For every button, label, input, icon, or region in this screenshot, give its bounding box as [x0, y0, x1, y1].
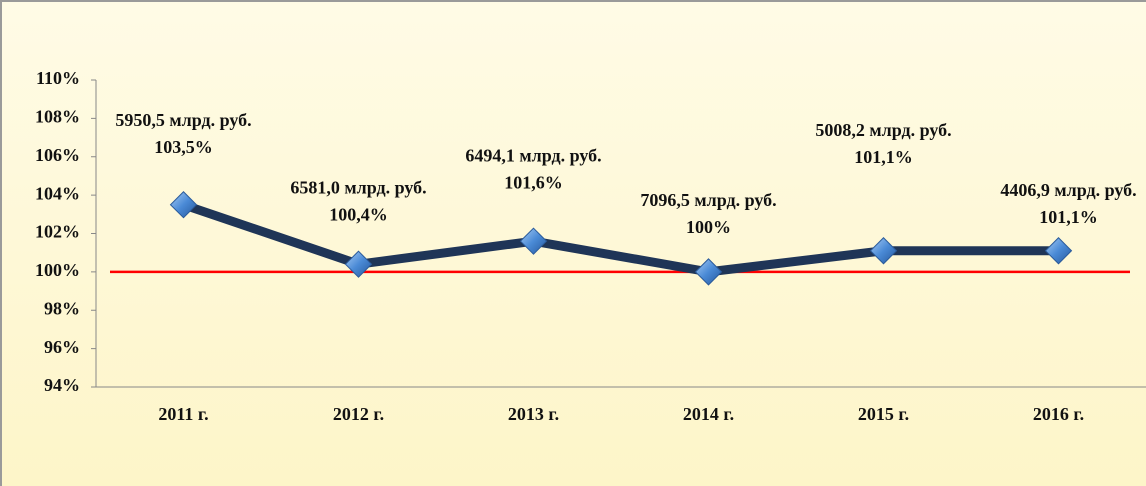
data-line — [182, 200, 1059, 277]
point-note: 7096,5 млрд. руб. — [640, 190, 776, 210]
x-tick-label: 2013 г. — [508, 404, 559, 424]
data-label: 100% — [686, 217, 731, 237]
point-note: 6494,1 млрд. руб. — [465, 145, 601, 165]
point-note: 5950,5 млрд. руб. — [115, 110, 251, 130]
y-tick-label: 108% — [35, 107, 80, 127]
data-marker — [169, 191, 198, 219]
y-tick-label: 94% — [44, 375, 80, 395]
data-marker — [1044, 237, 1073, 265]
data-marker — [344, 250, 373, 278]
point-note: 5008,2 млрд. руб. — [815, 120, 951, 140]
x-tick-label: 2011 г. — [158, 404, 208, 424]
x-tick-label: 2012 г. — [333, 404, 384, 424]
data-label: 101,1% — [854, 147, 913, 167]
point-note: 6581,0 млрд. руб. — [290, 177, 426, 197]
data-marker — [869, 237, 898, 265]
data-label: 101,1% — [1039, 207, 1098, 227]
y-tick-label: 102% — [35, 222, 80, 242]
x-tick-label: 2015 г. — [858, 404, 909, 424]
x-tick-label: 2014 г. — [683, 404, 734, 424]
data-label: 100,4% — [329, 204, 388, 224]
point-note: 4406,9 млрд. руб. — [1000, 180, 1136, 200]
y-tick-label: 106% — [35, 145, 80, 165]
data-marker — [519, 227, 548, 255]
data-marker — [694, 258, 723, 286]
y-tick-label: 110% — [36, 68, 80, 88]
y-tick-label: 96% — [44, 337, 80, 357]
x-tick-label: 2016 г. — [1033, 404, 1084, 424]
y-tick-label: 100% — [35, 260, 80, 280]
y-tick-label: 104% — [35, 183, 80, 203]
data-label: 101,6% — [504, 172, 563, 192]
data-label: 103,5% — [154, 137, 213, 157]
y-tick-label: 98% — [44, 298, 80, 318]
